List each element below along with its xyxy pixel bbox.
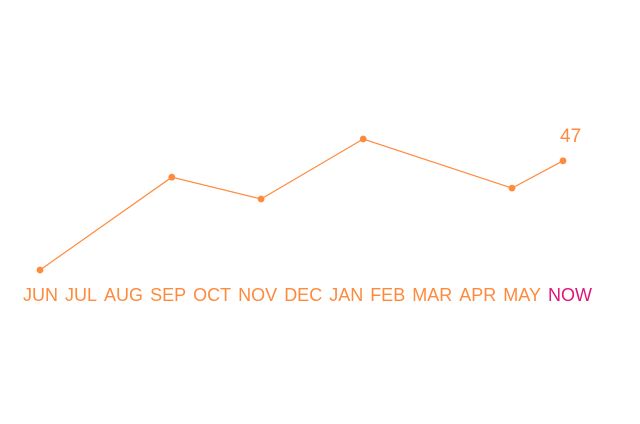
last-value-label: 47	[560, 126, 581, 147]
x-tick-label-jun: JUN	[23, 285, 58, 305]
x-tick-label-jul: JUL	[65, 285, 97, 305]
data-points	[36, 135, 567, 274]
x-axis-labels: JUN JUL AUG SEP OCT NOV DEC JAN FEB MAR APR MAY NOW	[23, 285, 592, 305]
x-tick-label-feb: FEB	[370, 285, 405, 305]
x-tick-label-aug: AUG	[104, 285, 143, 305]
x-tick-label-may: MAY	[503, 285, 541, 305]
data-point-5	[559, 157, 567, 165]
data-point-2	[257, 195, 265, 203]
x-tick-label-now: NOW	[548, 285, 592, 305]
data-point-1	[168, 173, 176, 181]
x-tick-label-oct: OCT	[193, 285, 231, 305]
x-tick-label-sep: SEP	[150, 285, 186, 305]
data-point-3	[359, 135, 367, 143]
x-tick-label-apr: APR	[459, 285, 496, 305]
x-tick-label-dec: DEC	[284, 285, 322, 305]
data-point-4	[508, 184, 516, 192]
x-tick-label-jan: JAN	[329, 285, 363, 305]
series-line	[39, 138, 564, 271]
data-point-0	[36, 266, 44, 274]
x-tick-label-nov: NOV	[238, 285, 277, 305]
x-tick-label-mar: MAR	[412, 285, 452, 305]
